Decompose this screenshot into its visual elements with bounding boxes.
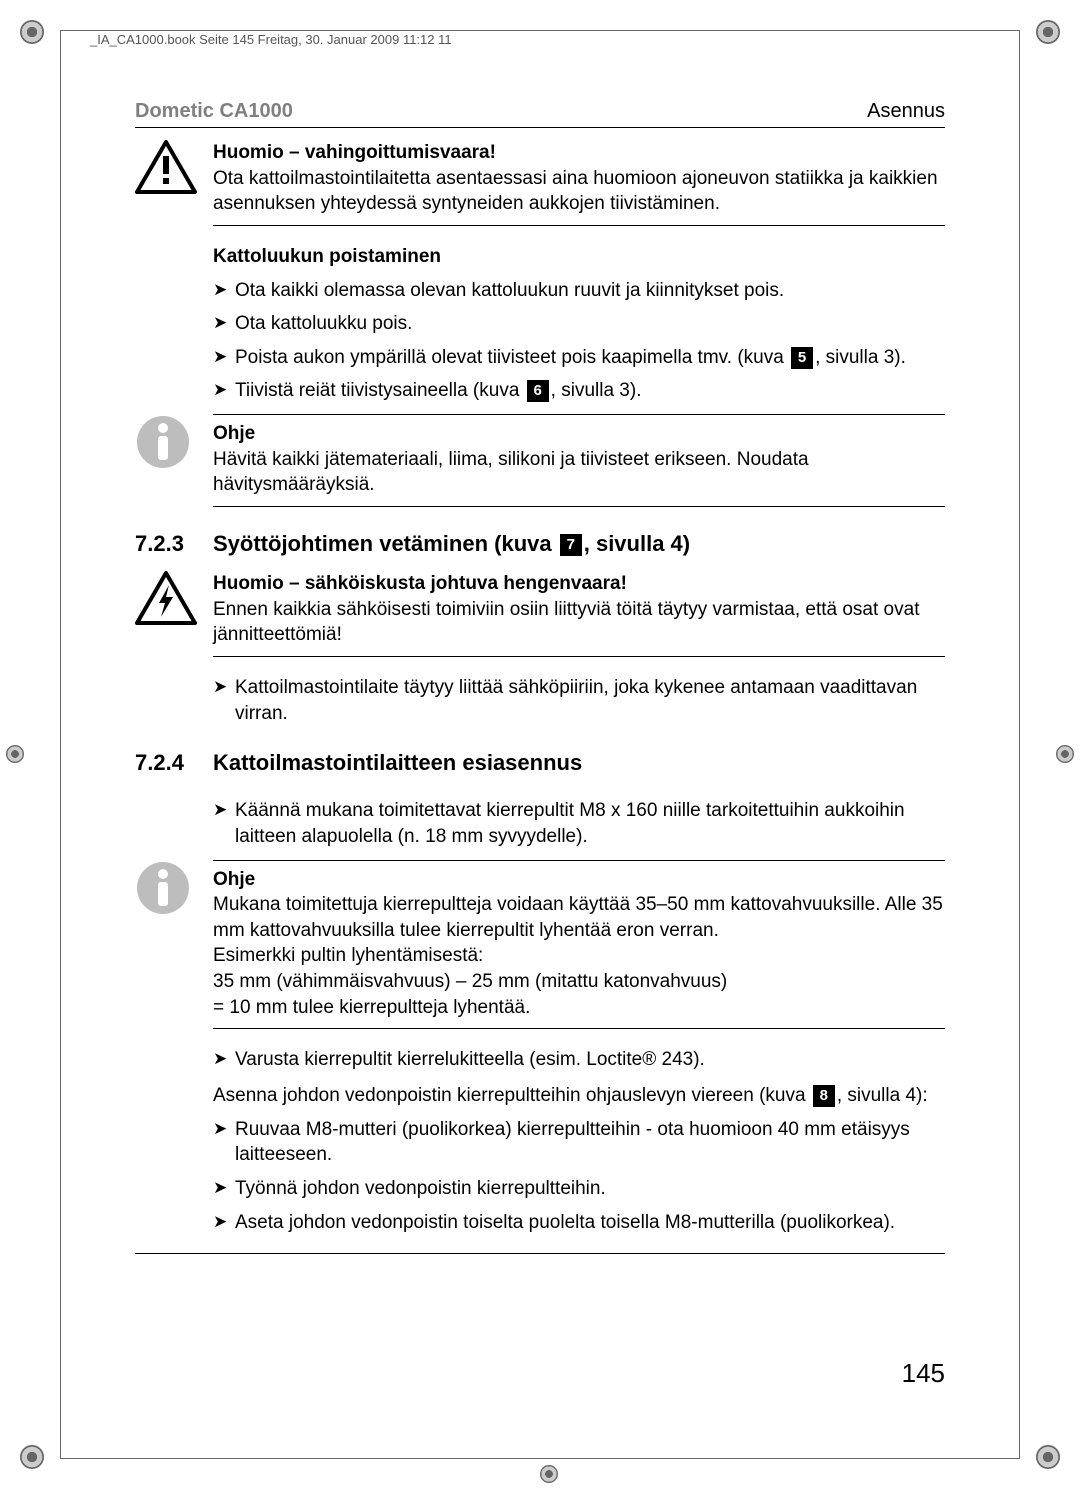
step-item: ➤Ota kaikki olemassa olevan kattoluukun … — [213, 278, 945, 304]
arrow-icon: ➤ — [213, 1047, 235, 1073]
crop-mark — [1056, 745, 1074, 763]
info-line: Mukana toimitettuja kierrepultteja voida… — [213, 894, 943, 941]
step-item: ➤Käännä mukana toimitettavat kierrepulti… — [213, 798, 945, 849]
info-body: Hävitä kaikki jätemateriaali, liima, sil… — [213, 449, 809, 496]
crop-mark — [1036, 20, 1060, 44]
section-heading: 7.2.4 Kattoilmastointilaitteen esiasennu… — [135, 750, 945, 776]
page-number: 145 — [902, 1358, 945, 1389]
arrow-icon: ➤ — [213, 278, 235, 304]
warning-electric-block: Huomio – sähköiskusta johtuva hengenvaar… — [135, 571, 945, 657]
warning-title: Huomio – vahingoittumisvaara! — [213, 142, 496, 163]
paragraph-part: Asenna johdon vedonpoistin kierrepulttei… — [213, 1085, 811, 1106]
warning-damage-block: Huomio – vahingoittumisvaara! Ota kattoi… — [135, 140, 945, 226]
page-header: Dometic CA1000 Asennus — [135, 100, 945, 128]
step-item: ➤Aseta johdon vedonpoistin toiselta puol… — [213, 1210, 945, 1236]
section-number: 7.2.4 — [135, 750, 213, 776]
section-title-part: , sivulla 4) — [584, 531, 690, 556]
figure-ref-box: 8 — [813, 1085, 835, 1107]
arrow-icon: ➤ — [213, 345, 235, 371]
step-text: Käännä mukana toimitettavat kierrepultit… — [235, 798, 945, 849]
arrow-icon: ➤ — [213, 1176, 235, 1202]
step-block: ➤Kattoilmastointilaite täytyy liittää sä… — [135, 667, 945, 726]
paragraph-part: , sivulla 4): — [837, 1085, 928, 1106]
step-block: ➤Käännä mukana toimitettavat kierrepulti… — [135, 790, 945, 849]
section-heading: 7.2.3 Syöttöjohtimen vetäminen (kuva 7, … — [135, 531, 945, 557]
arrow-icon: ➤ — [213, 1210, 235, 1236]
info-icon — [135, 860, 191, 916]
header-right: Asennus — [867, 100, 945, 123]
header-left: Dometic CA1000 — [135, 100, 293, 123]
step-item: ➤Varusta kierrepultit kierrelukitteella … — [213, 1047, 945, 1073]
section-title: Syöttöjohtimen vetäminen (kuva 7, sivull… — [213, 531, 945, 557]
arrow-icon: ➤ — [213, 798, 235, 849]
step-text: Ruuvaa M8-mutteri (puolikorkea) kierrepu… — [235, 1117, 945, 1168]
arrow-icon: ➤ — [213, 311, 235, 337]
arrow-icon: ➤ — [213, 1117, 235, 1168]
warning-body: Ennen kaikkia sähköisesti toimiviin osii… — [213, 599, 919, 646]
step-text: Työnnä johdon vedonpoistin kierrepulttei… — [235, 1176, 945, 1202]
arrow-icon: ➤ — [213, 378, 235, 404]
arrow-icon: ➤ — [213, 675, 235, 726]
crop-mark — [20, 1445, 44, 1469]
step-text: Ota kattoluukku pois. — [235, 311, 945, 337]
info-title: Ohje — [213, 869, 255, 890]
step-item: ➤Poista aukon ympärillä olevat tiivistee… — [213, 345, 945, 371]
info-block: Ohje Hävitä kaikki jätemateriaali, liima… — [135, 414, 945, 507]
crop-mark — [1036, 1445, 1060, 1469]
step-text-part: , sivulla 3). — [815, 347, 906, 368]
kattoluukun-title: Kattoluukun poistaminen — [213, 244, 945, 270]
warning-electric-icon — [135, 571, 197, 625]
step-text-part: Poista aukon ympärillä olevat tiivisteet… — [235, 347, 789, 368]
step-item: ➤Ota kattoluukku pois. — [213, 311, 945, 337]
info-block: Ohje Mukana toimitettuja kierrepultteja … — [135, 860, 945, 1030]
section-number: 7.2.3 — [135, 531, 213, 557]
step-item: ➤Tiivistä reiät tiivistysaineella (kuva … — [213, 378, 945, 404]
footer-rule — [135, 1253, 945, 1254]
kattoluukun-block: Kattoluukun poistaminen ➤Ota kaikki olem… — [135, 244, 945, 404]
step-text: Poista aukon ympärillä olevat tiivisteet… — [235, 345, 945, 371]
figure-ref-box: 5 — [791, 347, 813, 369]
step-item: ➤Työnnä johdon vedonpoistin kierrepultte… — [213, 1176, 945, 1202]
step-text: Ota kaikki olemassa olevan kattoluukun r… — [235, 278, 945, 304]
warning-title: Huomio – sähköiskusta johtuva hengenvaar… — [213, 573, 627, 594]
step-text-part: , sivulla 3). — [551, 380, 642, 401]
step-text: Varusta kierrepultit kierrelukitteella (… — [235, 1047, 945, 1073]
crop-mark — [6, 745, 24, 763]
book-info: _IA_CA1000.book Seite 145 Freitag, 30. J… — [90, 32, 452, 47]
step-text: Aseta johdon vedonpoistin toiselta puole… — [235, 1210, 945, 1236]
info-line: = 10 mm tulee kierrepultteja lyhentää. — [213, 997, 530, 1018]
info-line: 35 mm (vähimmäisvahvuus) – 25 mm (mitatt… — [213, 971, 727, 992]
info-title: Ohje — [213, 423, 255, 444]
step-block: ➤Varusta kierrepultit kierrelukitteella … — [135, 1039, 945, 1235]
step-item: ➤Ruuvaa M8-mutteri (puolikorkea) kierrep… — [213, 1117, 945, 1168]
page-content: Dometic CA1000 Asennus Huomio – vahingoi… — [135, 100, 945, 1389]
figure-ref-box: 7 — [560, 534, 582, 556]
section-title-part: Syöttöjohtimen vetäminen (kuva — [213, 531, 558, 556]
info-icon — [135, 414, 191, 470]
section-title: Kattoilmastointilaitteen esiasennus — [213, 750, 945, 776]
warning-triangle-icon — [135, 140, 197, 194]
warning-body: Ota kattoilmastointilaitetta asentaessas… — [213, 168, 938, 215]
step-text: Tiivistä reiät tiivistysaineella (kuva 6… — [235, 378, 945, 404]
figure-ref-box: 6 — [527, 380, 549, 402]
info-line: Esimerkki pultin lyhentämisestä: — [213, 945, 483, 966]
step-item: ➤Kattoilmastointilaite täytyy liittää sä… — [213, 675, 945, 726]
crop-mark — [20, 20, 44, 44]
step-text: Kattoilmastointilaite täytyy liittää säh… — [235, 675, 945, 726]
step-text-part: Tiivistä reiät tiivistysaineella (kuva — [235, 380, 525, 401]
crop-mark — [540, 1465, 558, 1483]
paragraph: Asenna johdon vedonpoistin kierrepulttei… — [213, 1083, 945, 1109]
